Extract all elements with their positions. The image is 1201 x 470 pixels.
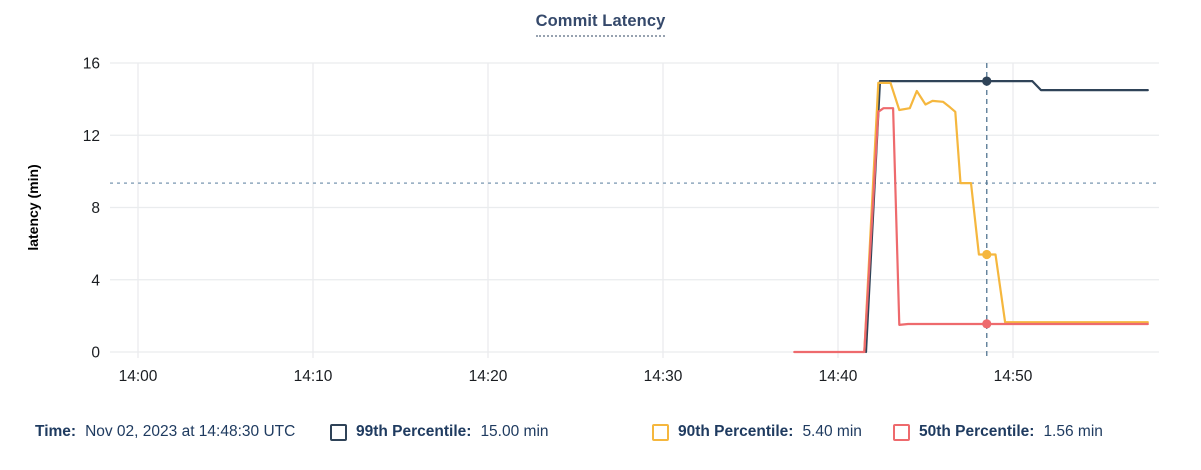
time-label: Time: bbox=[35, 423, 77, 440]
x-tick-label: 14:40 bbox=[819, 368, 858, 385]
legend-item-p99[interactable]: 99th Percentile: 15.00 min bbox=[330, 423, 549, 441]
y-axis-title: latency (min) bbox=[25, 164, 41, 250]
series-marker-50th-percentile bbox=[982, 319, 992, 329]
x-tick-label: 14:50 bbox=[994, 368, 1033, 385]
y-tick-label: 8 bbox=[91, 200, 100, 217]
chart-title-wrap: Commit Latency bbox=[0, 12, 1201, 37]
legend-item-p50[interactable]: 50th Percentile: 1.56 min bbox=[893, 423, 1103, 441]
x-tick-label: 14:00 bbox=[119, 368, 158, 385]
x-tick-label: 14:10 bbox=[294, 368, 333, 385]
y-tick-label: 16 bbox=[83, 56, 100, 73]
chart-title[interactable]: Commit Latency bbox=[535, 12, 666, 37]
p50-swatch-icon bbox=[893, 423, 910, 441]
y-tick-label: 4 bbox=[91, 272, 100, 289]
y-tick-label: 12 bbox=[83, 128, 100, 145]
p50-value: 1.56 min bbox=[1043, 423, 1103, 440]
y-tick-label: 0 bbox=[91, 345, 100, 362]
legend-item-p90[interactable]: 90th Percentile: 5.40 min bbox=[652, 423, 862, 441]
x-tick-label: 14:20 bbox=[469, 368, 508, 385]
series-marker-99th-percentile bbox=[982, 76, 992, 86]
p99-label: 99th Percentile: bbox=[356, 423, 472, 440]
p50-label: 50th Percentile: bbox=[919, 423, 1035, 440]
p90-swatch-icon bbox=[652, 423, 669, 441]
time-value: Nov 02, 2023 at 14:48:30 UTC bbox=[85, 423, 296, 440]
p99-swatch-icon bbox=[330, 423, 347, 441]
series-line-50th-percentile bbox=[793, 107, 1149, 354]
series-line-90th-percentile bbox=[863, 81, 1149, 354]
x-tick-label: 14:30 bbox=[644, 368, 683, 385]
p90-label: 90th Percentile: bbox=[678, 423, 794, 440]
cursor-time-readout: Time: Nov 02, 2023 at 14:48:30 UTC bbox=[35, 423, 295, 441]
p99-value: 15.00 min bbox=[480, 423, 549, 440]
series-line-99th-percentile bbox=[864, 79, 1149, 354]
p90-value: 5.40 min bbox=[802, 423, 862, 440]
series-marker-90th-percentile bbox=[982, 249, 992, 260]
latency-line-chart[interactable]: 0 4 8 12 16 14:00 14:10 14:20 14:30 14:40 14:50 lat… bbox=[0, 0, 1201, 410]
